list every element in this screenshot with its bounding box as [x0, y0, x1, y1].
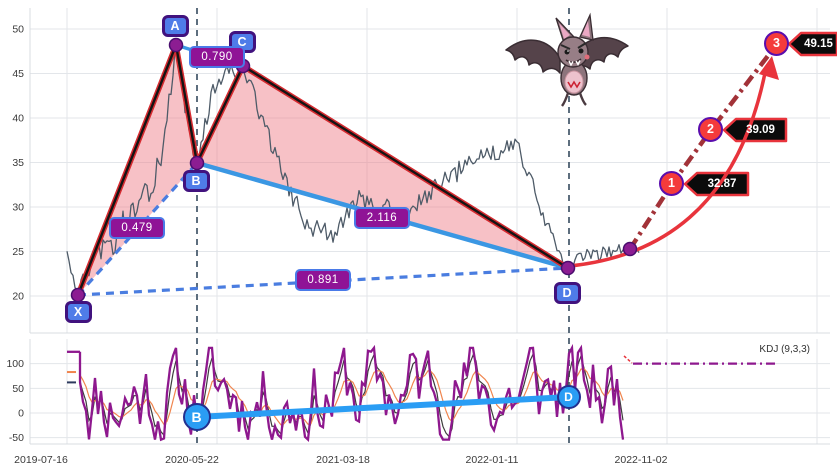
pattern-point-dot[interactable]: [189, 155, 205, 171]
ratio-label-bd[interactable]: 2.116: [354, 207, 410, 229]
projection-curve[interactable]: [569, 67, 768, 268]
bat-belly-mark: [567, 80, 581, 89]
main-y-tick: 40: [12, 113, 24, 125]
sub-y-tick: 50: [12, 383, 24, 395]
main-y-tick: 25: [12, 246, 24, 258]
sub-y-tick: -50: [9, 432, 24, 444]
target-value-1: 32.87: [707, 178, 737, 190]
bat-right-eye: [578, 48, 584, 54]
target-marker-1[interactable]: 1: [659, 171, 684, 196]
pattern-point-label-a[interactable]: A: [161, 15, 189, 37]
bat-right-ear-inner: [582, 21, 590, 37]
ratio-label-ac[interactable]: 0.790: [189, 46, 245, 68]
indicator-point-label-b[interactable]: B: [182, 402, 211, 431]
sub-y-tick: 0: [18, 408, 24, 420]
price-line: [66, 47, 640, 294]
target-value-badge-3: [787, 31, 837, 57]
x-axis-tick: 2020-05-22: [165, 454, 219, 466]
kdj-red-join: [623, 355, 633, 364]
main-y-tick: 20: [12, 291, 24, 303]
pattern-point-dot[interactable]: [560, 260, 576, 276]
indicator-point-label-d[interactable]: D: [556, 384, 581, 409]
sub-y-tick: 100: [6, 358, 24, 370]
pattern-fill-xab[interactable]: [78, 45, 197, 295]
target-value-2: 39.09: [746, 124, 775, 136]
pattern-point-label-d[interactable]: D: [553, 282, 581, 304]
bat-icon: [505, 12, 629, 107]
x-axis-tick: 2022-01-11: [466, 454, 519, 466]
kdj-d-line: [79, 368, 624, 426]
x-axis-tick: 2021-03-18: [316, 454, 370, 466]
x-axis-tick: 2019-07-16: [14, 454, 68, 466]
pattern-point-label-x[interactable]: X: [64, 301, 92, 323]
x-axis-tick: 2022-11-02: [615, 454, 668, 466]
pattern-point-dot[interactable]: [168, 37, 184, 53]
ratio-label-xb[interactable]: 0.479: [109, 217, 165, 239]
main-y-tick: 35: [12, 157, 24, 169]
bat-left-ear-inner: [559, 23, 570, 39]
target-value-badge-2: [722, 117, 788, 143]
target-marker-2[interactable]: 2: [698, 117, 723, 142]
projection-dashdot-line[interactable]: [628, 42, 779, 251]
bat-left-eye: [564, 49, 570, 55]
main-y-tick: 45: [12, 68, 24, 80]
pattern-point-dot[interactable]: [70, 287, 86, 303]
bat-fangs: [568, 60, 581, 67]
pattern-point-label-b[interactable]: B: [182, 170, 210, 192]
kdj-k-line: [79, 352, 624, 438]
target-marker-3[interactable]: 3: [764, 31, 789, 56]
main-y-tick: 50: [12, 24, 24, 36]
indicator-legend: KDJ (9,3,3): [759, 344, 810, 355]
bat-left-brow: [560, 44, 571, 50]
indicator-bd-trendline[interactable]: [194, 394, 572, 420]
bat-blush: [584, 54, 590, 60]
pattern-fill-bcd[interactable]: [197, 66, 568, 268]
pattern-point-dot[interactable]: [622, 241, 638, 257]
bat-feet: [561, 92, 587, 107]
target-value-3: 49.15: [804, 38, 833, 50]
kdj-j-line: [78, 343, 625, 443]
projection-arrowhead: [759, 56, 779, 80]
main-y-tick: 30: [12, 202, 24, 214]
bat-right-brow: [577, 42, 587, 49]
bat-eye-glint: [567, 50, 569, 52]
bat-left-wing: [505, 39, 561, 74]
ratio-label-xd[interactable]: 0.891: [295, 269, 351, 291]
target-value-badge-1: [683, 171, 750, 197]
